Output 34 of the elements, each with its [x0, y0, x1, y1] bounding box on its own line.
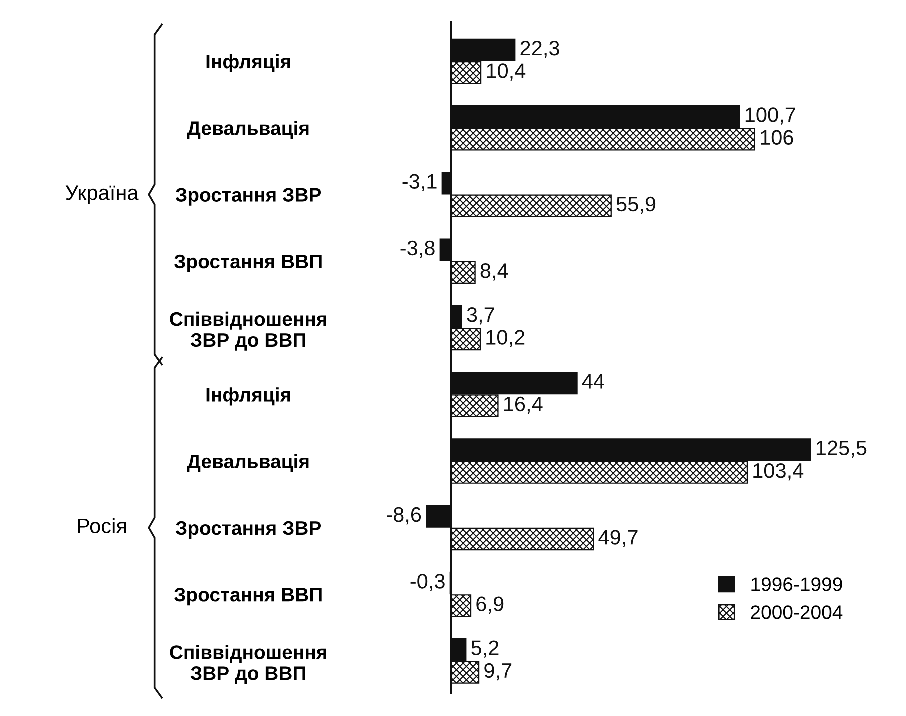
y-tick-label: Девальвація	[187, 121, 309, 140]
text: Україна	[66, 186, 139, 204]
data-label: 16,4	[504, 396, 543, 414]
y-tick-label: Зростання ЗВР	[176, 188, 322, 206]
y-tick-label: Інфляція	[206, 54, 290, 73]
data-label: 55,9	[616, 196, 656, 214]
data-label: 5,2	[472, 640, 499, 658]
text: Росія	[78, 518, 126, 534]
data-label: 3,7	[467, 308, 494, 325]
data-label: 9,7	[484, 663, 512, 681]
y-tick-label: Зростання ВВП	[174, 254, 322, 272]
data-label: 22,3	[520, 40, 560, 58]
data-label: 106	[761, 130, 794, 146]
data-label: -3,1	[402, 174, 437, 192]
data-label: 8,4	[480, 264, 508, 281]
y-tick-label: Девальвація	[187, 454, 309, 472]
data-label: -0,3	[410, 574, 445, 592]
data-label: 103,4	[754, 463, 804, 481]
data-label: 6,9	[476, 596, 504, 614]
data-label: 10,4	[487, 64, 526, 81]
data-label: -3,8	[400, 240, 435, 258]
y-tick-label: Співвідношення ЗВР до ВВП	[170, 312, 326, 351]
data-label: 44	[582, 374, 604, 389]
data-label: -8,6	[387, 507, 422, 525]
legend-label: 2000-2004	[751, 606, 843, 620]
legend-label: 1996-1999	[752, 578, 842, 592]
y-tick-label: Співвідношення ЗВР до ВВП	[170, 645, 326, 684]
y-tick-label: Зростання ВВП	[174, 588, 322, 606]
y-tick-label: Інфляція	[206, 388, 290, 406]
data-label: 10,2	[486, 330, 525, 348]
data-label: 125,5	[816, 440, 867, 458]
data-label: 49,7	[598, 530, 638, 548]
y-tick-label: Зростання ЗВР	[176, 521, 322, 540]
data-label: 100,7	[746, 108, 796, 125]
